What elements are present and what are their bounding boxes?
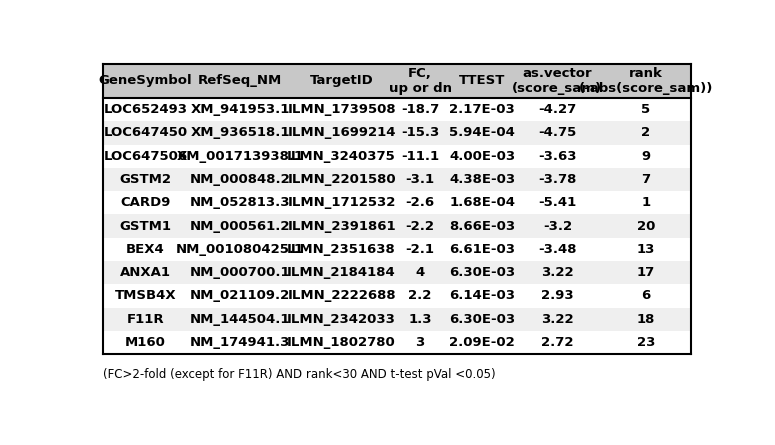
- Text: F11R: F11R: [126, 313, 164, 326]
- Text: FC,
up or dn: FC, up or dn: [388, 67, 452, 95]
- Bar: [103, 307, 691, 331]
- Text: ILMN_1802780: ILMN_1802780: [288, 336, 396, 349]
- Text: NM_052813.3: NM_052813.3: [190, 196, 291, 209]
- Text: GeneSymbol: GeneSymbol: [98, 74, 192, 87]
- Text: 6.14E-03: 6.14E-03: [449, 290, 515, 303]
- Text: BEX4: BEX4: [126, 243, 165, 256]
- Text: 2.93: 2.93: [541, 290, 574, 303]
- Text: XM_941953.1: XM_941953.1: [191, 103, 290, 116]
- Text: -18.7: -18.7: [401, 103, 439, 116]
- Bar: [103, 121, 691, 145]
- Text: RefSeq_NM: RefSeq_NM: [198, 74, 282, 87]
- Text: LOC647450: LOC647450: [103, 126, 188, 139]
- Text: 7: 7: [641, 173, 650, 186]
- Text: 6: 6: [641, 290, 650, 303]
- Text: TargetID: TargetID: [310, 74, 374, 87]
- Text: 23: 23: [636, 336, 655, 349]
- Bar: [103, 191, 691, 214]
- Text: NM_000700.1: NM_000700.1: [190, 266, 291, 279]
- Text: 1: 1: [641, 196, 650, 209]
- Text: XM_001713938.1: XM_001713938.1: [177, 150, 304, 163]
- Text: ILMN_3240375: ILMN_3240375: [288, 150, 396, 163]
- Text: -2.6: -2.6: [405, 196, 435, 209]
- Text: 13: 13: [636, 243, 655, 256]
- Text: NM_144504.1: NM_144504.1: [190, 313, 291, 326]
- Bar: [103, 98, 691, 121]
- Text: 3.22: 3.22: [541, 266, 574, 279]
- Bar: [103, 168, 691, 191]
- Text: 9: 9: [641, 150, 650, 163]
- Text: TMSB4X: TMSB4X: [115, 290, 176, 303]
- Text: LOC647506: LOC647506: [103, 150, 188, 163]
- Text: -2.2: -2.2: [405, 219, 435, 233]
- Text: -3.48: -3.48: [538, 243, 577, 256]
- Text: TTEST: TTEST: [459, 74, 505, 87]
- Text: 4.38E-03: 4.38E-03: [449, 173, 515, 186]
- Text: ILMN_2201580: ILMN_2201580: [288, 173, 396, 186]
- Text: 2: 2: [641, 126, 650, 139]
- Text: -4.75: -4.75: [539, 126, 577, 139]
- Text: 2.17E-03: 2.17E-03: [449, 103, 515, 116]
- Text: XM_936518.1: XM_936518.1: [191, 126, 290, 139]
- Text: 17: 17: [636, 266, 655, 279]
- Text: ILMN_2184184: ILMN_2184184: [288, 266, 396, 279]
- Text: 8.66E-03: 8.66E-03: [449, 219, 515, 233]
- Text: NM_021109.2: NM_021109.2: [190, 290, 291, 303]
- Text: -5.41: -5.41: [539, 196, 577, 209]
- Text: NM_174941.3: NM_174941.3: [190, 336, 291, 349]
- Text: rank
(-abs(score_sam)): rank (-abs(score_sam)): [578, 67, 713, 95]
- Text: 3.22: 3.22: [541, 313, 574, 326]
- Text: 20: 20: [636, 219, 655, 233]
- Text: M160: M160: [125, 336, 166, 349]
- Bar: [103, 238, 691, 261]
- Text: 1.68E-04: 1.68E-04: [449, 196, 515, 209]
- Text: 4: 4: [415, 266, 425, 279]
- Bar: [103, 261, 691, 284]
- Text: -3.2: -3.2: [542, 219, 572, 233]
- Text: ILMN_2391861: ILMN_2391861: [288, 219, 396, 233]
- Text: NM_001080425.1: NM_001080425.1: [176, 243, 305, 256]
- Text: 18: 18: [636, 313, 655, 326]
- Text: CARD9: CARD9: [120, 196, 170, 209]
- Text: -2.1: -2.1: [405, 243, 435, 256]
- Text: -3.63: -3.63: [538, 150, 577, 163]
- Bar: [103, 64, 691, 98]
- Text: 2.09E-02: 2.09E-02: [449, 336, 515, 349]
- Text: 2.2: 2.2: [408, 290, 432, 303]
- Text: ILMN_2351638: ILMN_2351638: [288, 243, 396, 256]
- Text: 1.3: 1.3: [408, 313, 432, 326]
- Text: 3: 3: [415, 336, 425, 349]
- Text: 5: 5: [641, 103, 650, 116]
- Text: 6.30E-03: 6.30E-03: [449, 313, 515, 326]
- Text: NM_000848.2: NM_000848.2: [190, 173, 291, 186]
- Text: ILMN_1699214: ILMN_1699214: [288, 126, 396, 139]
- Text: LOC652493: LOC652493: [103, 103, 188, 116]
- Text: -3.1: -3.1: [405, 173, 435, 186]
- Text: 5.94E-04: 5.94E-04: [449, 126, 515, 139]
- Text: -11.1: -11.1: [401, 150, 439, 163]
- Text: 6.30E-03: 6.30E-03: [449, 266, 515, 279]
- Text: -3.78: -3.78: [538, 173, 577, 186]
- Text: 2.72: 2.72: [541, 336, 574, 349]
- Bar: [103, 284, 691, 307]
- Text: ILMN_2222688: ILMN_2222688: [288, 290, 396, 303]
- Text: -4.27: -4.27: [539, 103, 577, 116]
- Text: GSTM1: GSTM1: [119, 219, 171, 233]
- Text: 6.61E-03: 6.61E-03: [449, 243, 515, 256]
- Bar: [103, 214, 691, 238]
- Text: -15.3: -15.3: [401, 126, 439, 139]
- Text: ILMN_1712532: ILMN_1712532: [288, 196, 396, 209]
- Bar: [103, 145, 691, 168]
- Text: ILMN_1739508: ILMN_1739508: [288, 103, 396, 116]
- Text: NM_000561.2: NM_000561.2: [190, 219, 291, 233]
- Text: ILMN_2342033: ILMN_2342033: [288, 313, 396, 326]
- Text: (FC>2-fold (except for F11R) AND rank<30 AND t-test pVal <0.05): (FC>2-fold (except for F11R) AND rank<30…: [103, 368, 495, 381]
- Text: GSTM2: GSTM2: [119, 173, 171, 186]
- Text: 4.00E-03: 4.00E-03: [449, 150, 515, 163]
- Text: ANXA1: ANXA1: [120, 266, 171, 279]
- Text: as.vector
(score_sam): as.vector (score_sam): [512, 67, 602, 95]
- Bar: [103, 331, 691, 354]
